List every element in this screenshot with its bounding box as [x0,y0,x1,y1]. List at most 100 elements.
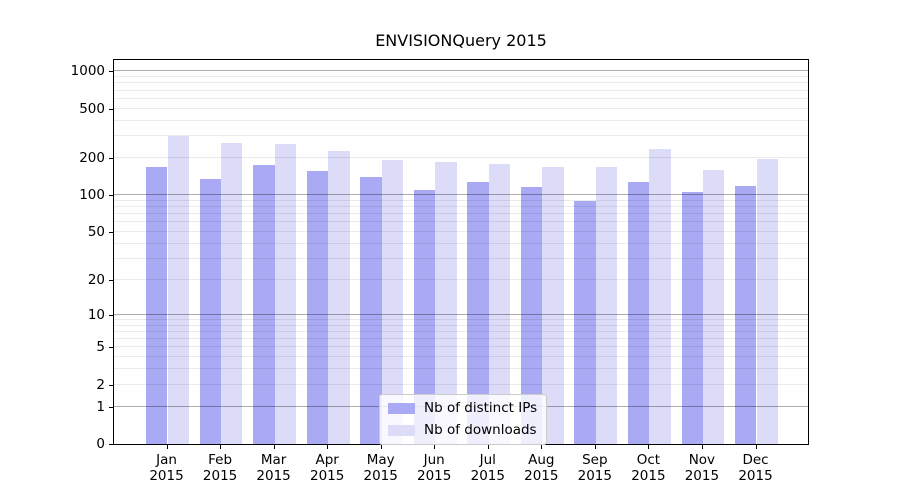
bar-distinct-ips-nov [681,191,703,444]
legend-swatch-distinct-ips [388,403,415,414]
x-tick-label: Apr 2015 [310,452,345,484]
y-tick-label: 2 [96,376,105,393]
y-tick-label: 200 [79,149,105,166]
gridline-minor [114,107,808,109]
bar-downloads-jul [488,163,511,444]
gridline-minor [114,318,808,320]
y-tick-mark [109,406,113,408]
bar-distinct-ips-aug [520,187,543,444]
y-tick-label: 1 [96,398,105,415]
gridline-major [114,194,808,195]
bar-distinct-ips-mar [253,165,275,444]
gridline-minor [114,213,808,214]
bar-downloads-feb [221,143,243,444]
gridline-minor [114,356,808,358]
y-tick-mark [109,108,113,110]
gridline-major [114,70,808,72]
y-tick-label: 100 [79,187,105,203]
bar-distinct-ips-oct [628,181,650,444]
x-tick-mark [541,445,543,449]
bar-downloads-dec [756,158,778,444]
x-tick-label: Sep 2015 [577,452,612,484]
legend-swatch-downloads [388,425,415,436]
x-tick-mark [594,445,596,449]
gridline-minor [114,82,808,84]
y-tick-mark [109,231,113,233]
y-tick-mark [109,347,113,349]
x-tick-mark [327,445,329,449]
gridline-minor [114,330,808,332]
x-tick-mark [434,445,436,449]
bar-downloads-apr [328,150,350,444]
bar-downloads-nov [702,170,725,444]
x-tick-mark [701,445,703,449]
x-tick-mark [273,445,275,449]
x-tick-label: Oct 2015 [631,452,666,484]
bar-downloads-aug [542,167,564,444]
y-tick-mark [109,314,113,316]
gridline-minor [114,324,808,326]
bar-downloads-sep [595,166,618,444]
x-tick-label: Nov 2015 [684,452,720,484]
y-tick-label: 1000 [70,63,105,80]
gridline-minor [114,278,808,280]
x-tick-mark [648,445,650,449]
gridline-minor [114,199,808,201]
legend: Nb of distinct IPs Nb of downloads [379,394,548,445]
gridline-minor [114,346,808,348]
legend-item-downloads: Nb of downloads [388,423,537,438]
x-tick-mark [220,445,222,449]
gridline-major [114,313,808,315]
legend-label-downloads: Nb of downloads [424,422,537,438]
gridline-minor [114,97,808,99]
x-tick-mark [755,445,757,449]
bar-distinct-ips-may [360,177,382,444]
bar-distinct-ips-dec [735,186,757,444]
gridline-minor [114,257,808,259]
gridline-minor [114,89,808,91]
x-tick-mark [380,445,382,449]
gridline-minor [114,230,808,232]
x-tick-label: Jul 2015 [470,452,505,484]
y-tick-label: 5 [96,339,105,356]
y-tick-mark [109,279,113,281]
gridline-minor [114,76,808,77]
gridline-minor [114,368,808,370]
y-tick-mark [109,444,113,445]
x-tick-label: Feb 2015 [202,452,238,484]
x-tick-label: Dec 2015 [738,452,773,484]
chart-title: ENVISIONQuery 2015 [375,31,547,50]
bar-downloads-mar [274,144,296,444]
x-tick-label: Mar 2015 [256,452,291,484]
bar-distinct-ips-jul [467,181,489,444]
bar-distinct-ips-sep [574,201,596,444]
gridline-minor [114,383,808,385]
legend-label-distinct-ips: Nb of distinct IPs [424,400,538,416]
gridline-minor [114,119,808,121]
bar-downloads-jan [167,136,189,444]
y-tick-mark [109,157,113,159]
plot-area: Nb of distinct IPs Nb of downloads [113,59,809,445]
gridline-minor [114,338,808,339]
gridline-minor [114,205,808,207]
y-tick-label: 50 [87,223,105,240]
bar-distinct-ips-jan [146,167,168,444]
gridline-minor [114,156,808,158]
y-tick-label: 0 [96,436,105,452]
y-tick-label: 10 [87,306,105,323]
y-tick-label: 20 [87,271,105,288]
bar-downloads-may [381,159,404,444]
y-tick-mark [109,195,113,196]
bar-distinct-ips-feb [199,178,222,444]
x-tick-label: May 2015 [363,452,398,484]
bar-downloads-oct [649,148,671,444]
x-tick-label: Jan 2015 [149,452,184,484]
bar-distinct-ips-jun [413,189,436,444]
gridline-minor [114,135,808,137]
y-tick-mark [109,71,113,73]
y-tick-mark [109,384,113,386]
x-tick-mark [487,445,489,449]
y-tick-label: 500 [79,100,105,117]
legend-item-distinct-ips: Nb of distinct IPs [388,401,537,416]
